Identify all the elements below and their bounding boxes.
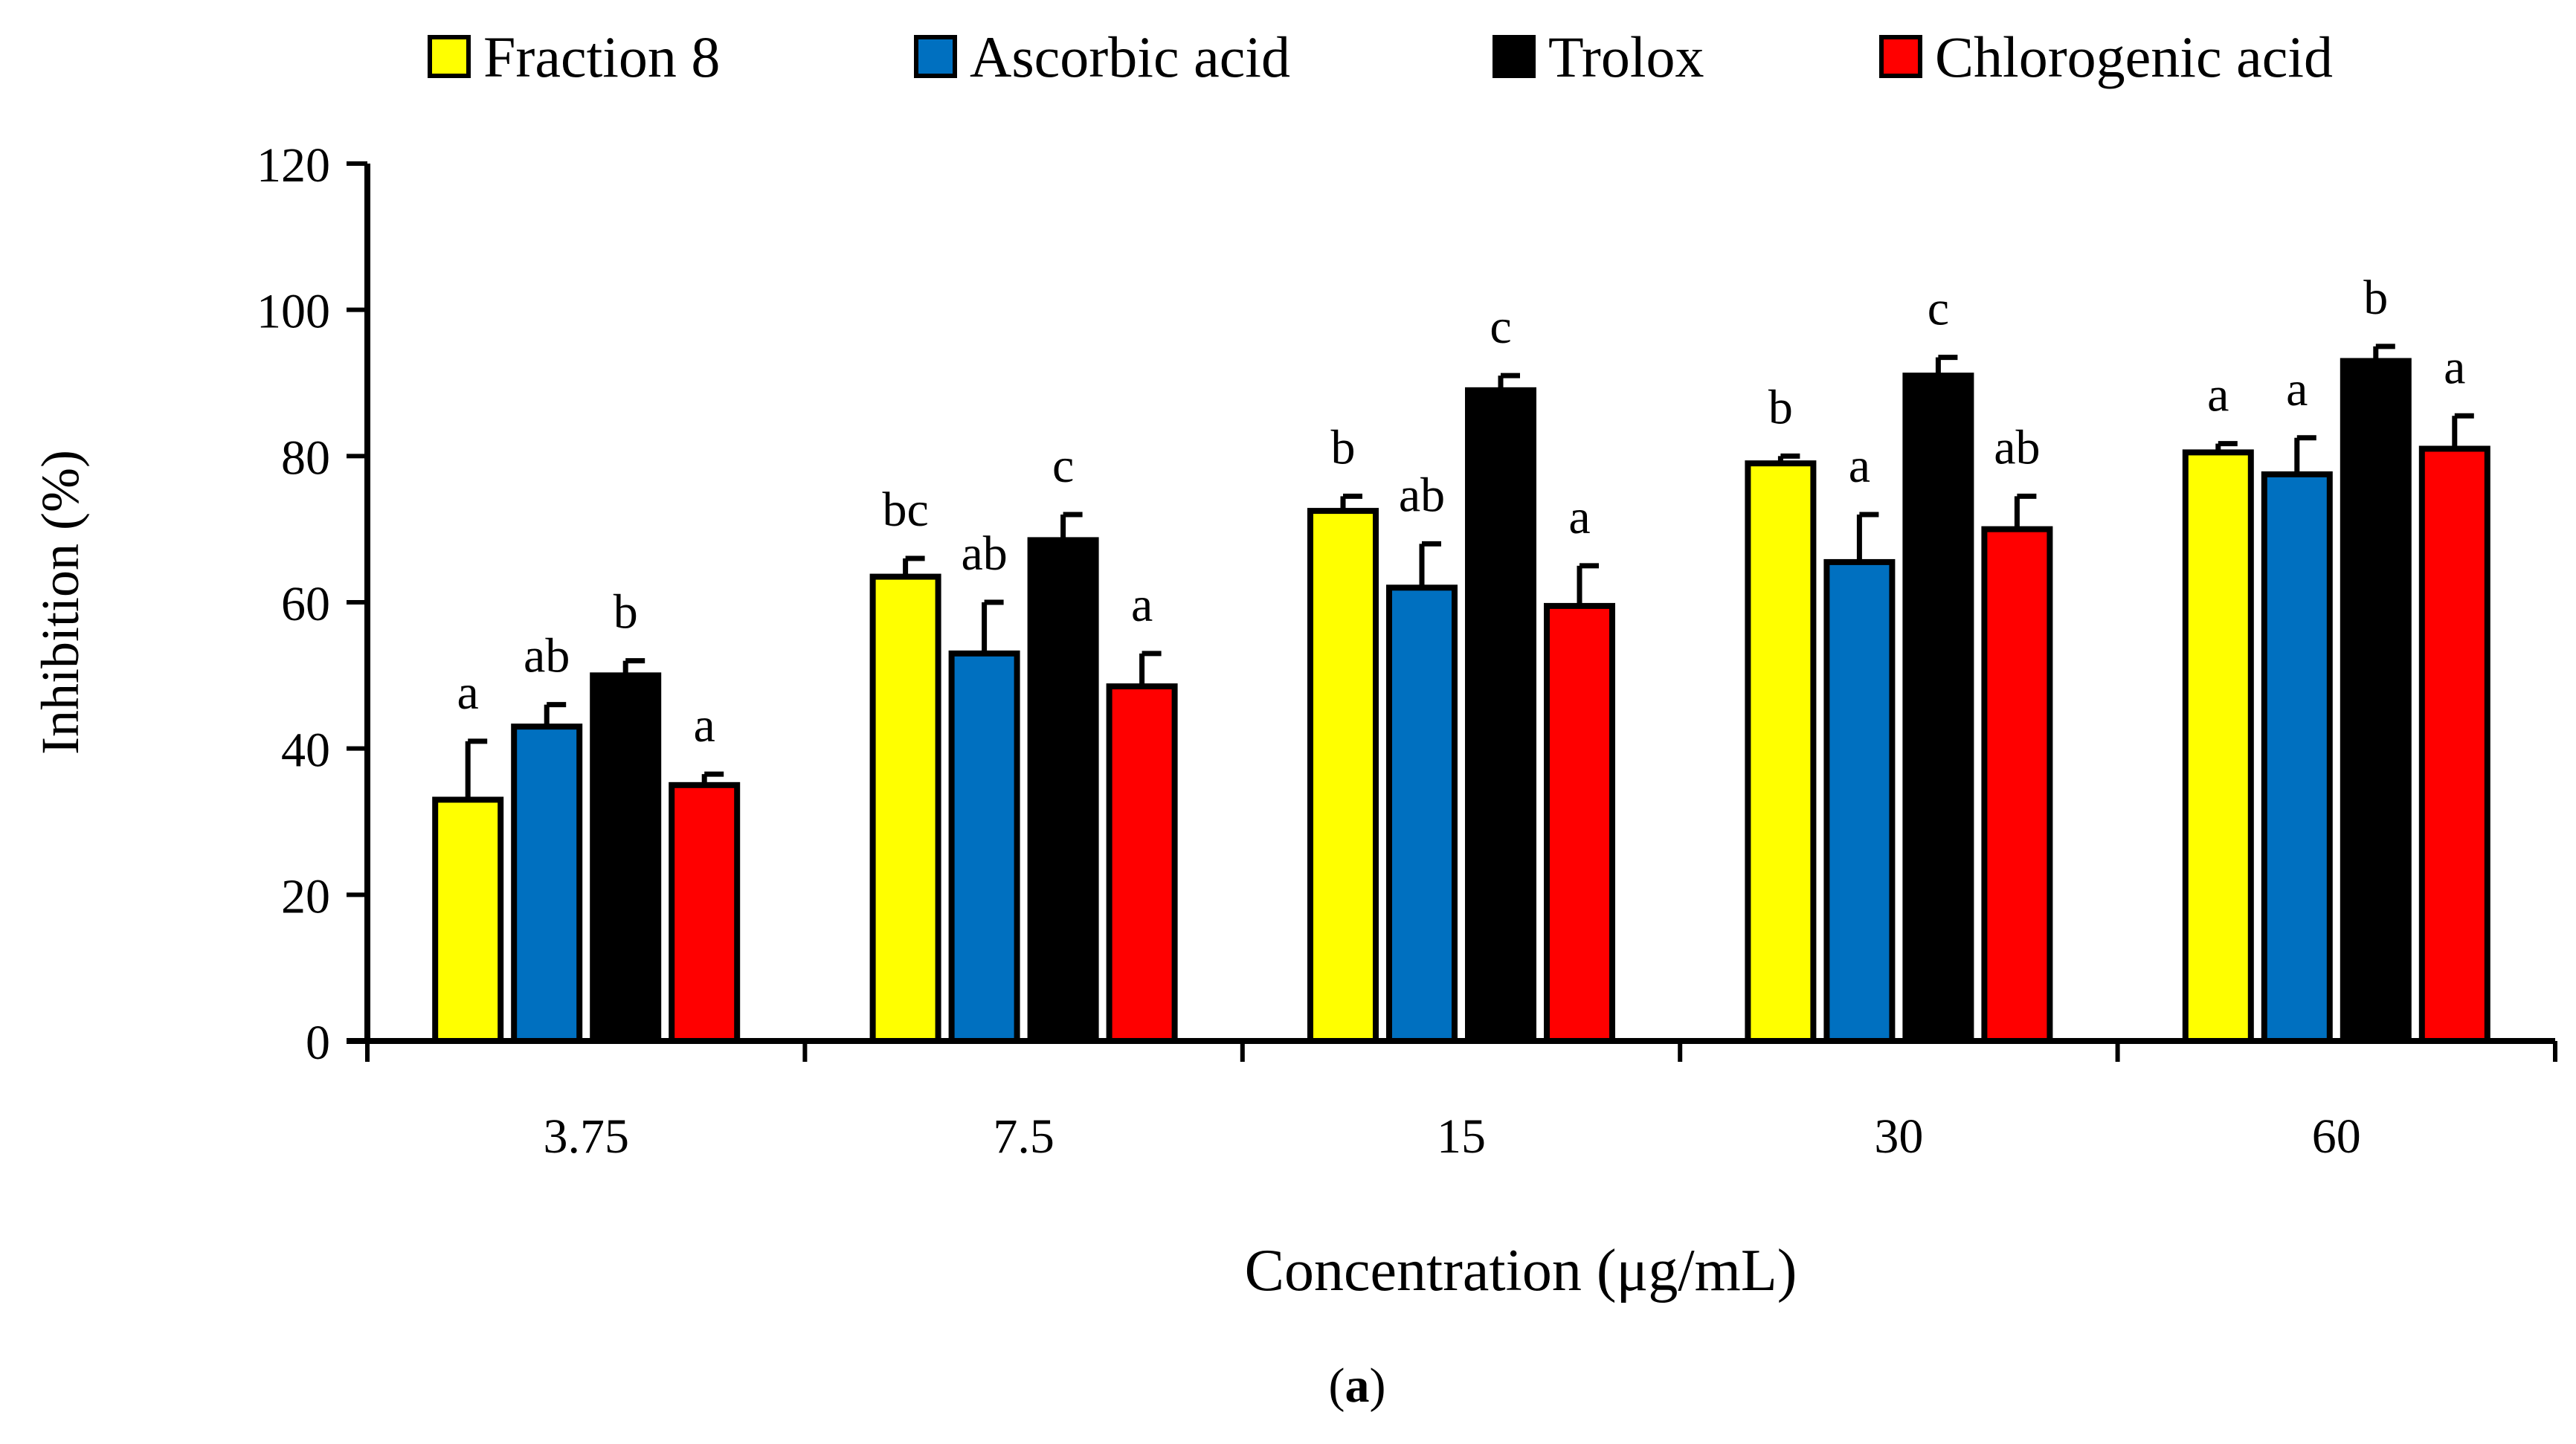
bars-group (432, 358, 2490, 1045)
legend-swatch (914, 35, 957, 78)
significance-letter: a (694, 698, 715, 752)
y-tick-label: 0 (306, 1016, 330, 1070)
legend-swatch (1493, 35, 1536, 78)
significance-letter: ab (524, 629, 570, 683)
bar (1465, 387, 1536, 1044)
bar (1544, 602, 1615, 1044)
bar (1745, 460, 1817, 1044)
significance-letter: a (1131, 578, 1153, 632)
y-axis-ticks: 0 20 40 60 80 100 120 (257, 138, 367, 1070)
significance-letter: bc (882, 483, 928, 537)
significance-letter: c (1928, 282, 1949, 336)
bar (669, 781, 741, 1045)
x-tick-label: 15 (1437, 1109, 1486, 1164)
bar (1902, 373, 1974, 1044)
bar (2182, 449, 2254, 1044)
significance-letter: c (1490, 300, 1511, 354)
bar (1027, 537, 1099, 1044)
significance-letter: a (2286, 362, 2308, 416)
bar (2261, 471, 2333, 1044)
bar (2418, 445, 2490, 1044)
bar (869, 573, 941, 1044)
y-tick-label: 20 (281, 869, 330, 924)
bar (432, 796, 504, 1044)
bar (2340, 358, 2412, 1044)
x-tick-label: 7.5 (993, 1109, 1054, 1164)
significance-letter: ab (1399, 468, 1445, 522)
y-tick-label: 100 (257, 285, 330, 339)
significance-letter: a (2207, 368, 2229, 422)
legend-label: Ascorbic acid (970, 25, 1290, 89)
y-axis-title: Inhibition (%) (30, 450, 90, 755)
y-tick-label: 120 (257, 138, 330, 193)
legend: Fraction 8 Ascorbic acid Trolox Chlorogenic… (428, 25, 2333, 89)
significance-letter: ab (1994, 420, 2040, 474)
x-axis-ticks: 3.75 7.5 15 30 60 (365, 1041, 2557, 1164)
bar (1307, 508, 1379, 1044)
y-tick-label: 60 (281, 577, 330, 631)
significance-letter: ab (961, 526, 1007, 581)
significance-letter: a (1568, 490, 1590, 544)
x-tick-label: 30 (1874, 1109, 1923, 1164)
significance-letter: a (457, 665, 479, 720)
x-tick-label: 3.75 (543, 1109, 629, 1164)
legend-label: Trolox (1548, 25, 1704, 89)
x-tick-label: 60 (2312, 1109, 2361, 1164)
significance-letter: b (1768, 380, 1793, 434)
legend-swatch (1879, 35, 1922, 78)
significance-letter: a (2444, 340, 2465, 394)
legend-swatch (428, 35, 471, 78)
caption-letter: a (1345, 1358, 1370, 1413)
significance-letter: b (614, 585, 638, 639)
bar (948, 650, 1020, 1044)
bar (1981, 526, 2053, 1044)
x-axis-title: Concentration (μg/mL) (1245, 1238, 1797, 1303)
significance-letter: b (2363, 271, 2388, 325)
significance-letter: a (1849, 439, 1870, 493)
bar (590, 672, 662, 1044)
bar (1386, 584, 1458, 1044)
y-tick-label: 40 (281, 723, 330, 778)
y-tick-label: 80 (281, 431, 330, 485)
significance-letter: b (1331, 420, 1356, 474)
error-bars-group (465, 344, 2474, 800)
bar (1823, 558, 1896, 1044)
bar (511, 723, 583, 1045)
significance-letter: c (1052, 439, 1074, 493)
bar (1106, 683, 1178, 1044)
figure-caption: (a) (1329, 1358, 1386, 1413)
legend-label: Fraction 8 (483, 25, 720, 89)
legend-label: Chlorogenic acid (1935, 25, 2333, 89)
